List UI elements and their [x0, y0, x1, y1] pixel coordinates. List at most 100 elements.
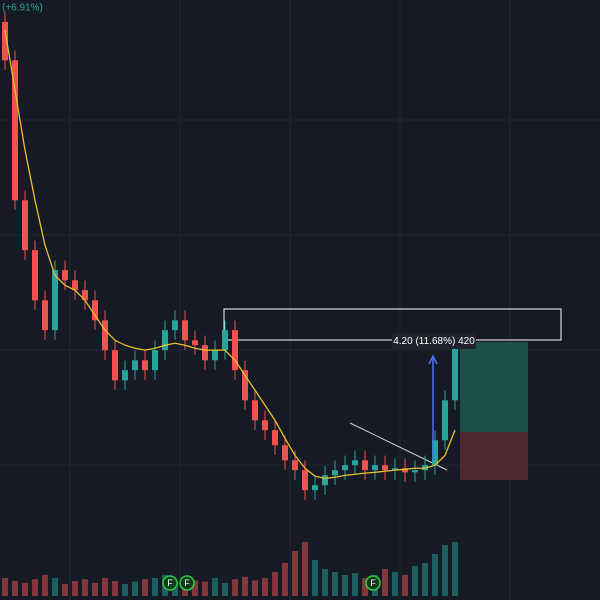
candle-body — [122, 370, 128, 381]
candle-body — [132, 360, 138, 371]
candle-body — [362, 460, 368, 471]
event-marker[interactable] — [365, 575, 381, 591]
candle-body — [202, 345, 208, 361]
volume-bar — [172, 582, 178, 596]
event-label: F — [370, 578, 376, 588]
volume-bar — [72, 581, 78, 596]
volume-bar — [382, 569, 388, 596]
candle-body — [282, 445, 288, 461]
volume-bar — [122, 584, 128, 596]
volume-bar — [222, 582, 228, 596]
volume-bar — [302, 542, 308, 596]
volume-bar — [322, 569, 328, 596]
volume-bar — [252, 580, 258, 596]
candle-body — [302, 470, 308, 491]
candle-body — [272, 430, 278, 446]
candle-body — [252, 400, 258, 421]
volume-bar — [62, 584, 68, 596]
candle-body — [2, 21, 8, 61]
volume-bar — [32, 579, 38, 596]
volume-bar — [392, 572, 398, 596]
volume-bars — [2, 542, 458, 596]
measure-label-bg — [392, 333, 476, 349]
candle-body — [242, 370, 248, 401]
volume-bar — [442, 545, 448, 596]
event-marker[interactable] — [162, 575, 178, 591]
candle-body — [292, 460, 298, 471]
volume-bar — [42, 575, 48, 596]
measure-label: 4.20 (11.68%) 420 — [393, 336, 475, 347]
volume-bar — [282, 563, 288, 596]
trend-line[interactable] — [349, 422, 448, 471]
volume-bar — [452, 542, 458, 596]
candle-body — [322, 475, 328, 486]
candle-body — [62, 270, 68, 281]
candle-body — [452, 345, 458, 401]
volume-bar — [362, 578, 368, 596]
candle-body — [172, 320, 178, 331]
event-marker[interactable] — [179, 575, 195, 591]
candle-body — [342, 465, 348, 471]
volume-bar — [312, 560, 318, 596]
loss-zone[interactable] — [460, 432, 528, 480]
volume-bar — [22, 582, 28, 596]
candle-body — [312, 485, 318, 491]
candle-body — [332, 470, 338, 476]
event-markers: F F F — [162, 575, 381, 591]
candle-body — [32, 250, 38, 301]
candle-body — [182, 320, 188, 341]
volume-bar — [132, 581, 138, 596]
candle-body — [22, 200, 28, 251]
volume-bar — [232, 579, 238, 596]
moving-average — [4, 30, 456, 480]
candle-body — [212, 350, 218, 361]
candle-body — [52, 270, 58, 331]
candle-body — [42, 300, 48, 331]
volume-bar — [52, 578, 58, 596]
profit-zone[interactable] — [460, 342, 528, 432]
change-label: (+6.91%) — [2, 3, 43, 14]
candle-body — [262, 420, 268, 431]
volume-bar — [272, 572, 278, 596]
candle-body — [392, 468, 398, 471]
arrow-head — [428, 354, 438, 365]
candle-body — [372, 465, 378, 471]
volume-bar — [292, 551, 298, 596]
candle-body — [432, 440, 438, 466]
volume-bar — [142, 579, 148, 596]
candle-body — [412, 470, 418, 473]
volume-bar — [152, 578, 158, 596]
volume-bar — [202, 581, 208, 596]
volume-bar — [402, 575, 408, 596]
volume-bar — [242, 576, 248, 596]
volume-bar — [262, 578, 268, 596]
candle-body — [72, 280, 78, 291]
candle-body — [142, 360, 148, 371]
candle-body — [102, 320, 108, 351]
volume-bar — [332, 572, 338, 596]
volume-bar — [432, 554, 438, 596]
event-label: F — [184, 578, 190, 588]
volume-bar — [102, 578, 108, 596]
candle-body — [162, 330, 168, 351]
volume-bar — [82, 579, 88, 596]
candle-body — [232, 330, 238, 371]
candle-body — [152, 350, 158, 371]
candle-body — [352, 460, 358, 466]
candle-body — [192, 340, 198, 346]
volume-bar — [212, 578, 218, 596]
candle-body — [82, 290, 88, 301]
candle-body — [222, 330, 228, 351]
candle-body — [112, 350, 118, 381]
candle-body — [402, 468, 408, 473]
volume-bar — [12, 581, 18, 596]
volume-bar — [92, 582, 98, 596]
candles — [2, 12, 458, 500]
volume-bar — [422, 563, 428, 596]
candle-body — [12, 60, 18, 201]
volume-bar — [352, 573, 358, 596]
volume-bar — [412, 566, 418, 596]
